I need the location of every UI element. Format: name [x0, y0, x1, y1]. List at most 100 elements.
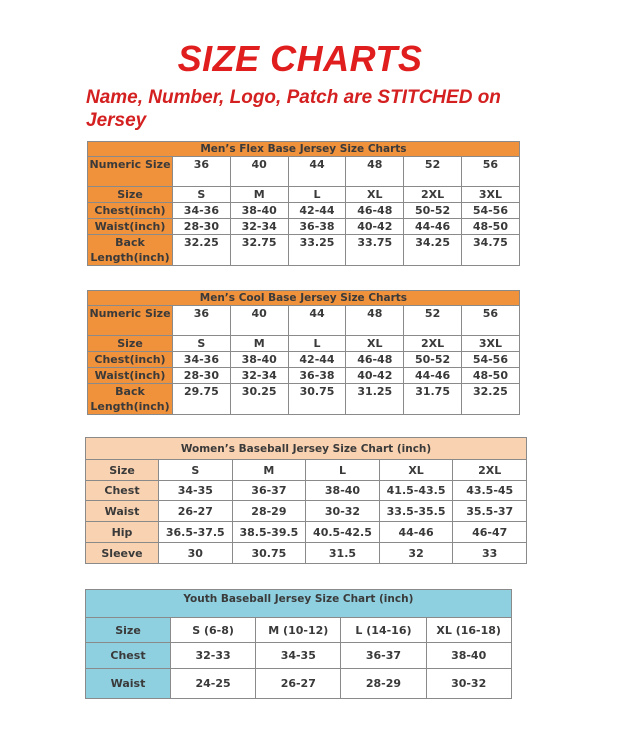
table-cell: 36-37	[340, 642, 427, 669]
table-cell: M	[229, 335, 289, 352]
table-cell: 28-30	[172, 367, 231, 384]
table-row: Numeric Size 36 40 44 48 52 56	[87, 305, 520, 336]
row-label: Waist	[85, 500, 159, 522]
row-label: Size	[87, 335, 173, 352]
table-cell: XL	[345, 186, 405, 203]
table-cell: S	[172, 186, 231, 203]
table-row: Waist(inch) 28-30 32-34 36-38 40-42 44-46 48-5…	[87, 367, 520, 384]
table-cell: 44-46	[378, 521, 454, 543]
table-cell: 34-36	[172, 351, 231, 368]
table-cell: 36	[172, 156, 231, 187]
table-row: Size S M L XL 2XL	[85, 459, 528, 481]
row-label: Numeric Size	[87, 156, 173, 187]
table-cell: 38.5-39.5	[231, 521, 307, 543]
mens-cool-base-table: Men’s Cool Base Jersey Size Charts Numeri…	[87, 290, 520, 415]
row-label: Sleeve	[85, 542, 159, 564]
table-cell: S	[158, 459, 233, 481]
table-cell: 44-46	[403, 367, 462, 384]
table-cell: 28-29	[231, 500, 307, 522]
table-cell: 52	[403, 156, 462, 187]
table-cell: 50-52	[403, 202, 462, 219]
table-cell: 2XL	[452, 459, 528, 481]
table-cell: 34.25	[403, 234, 462, 266]
table-cell: 40.5-42.5	[305, 521, 380, 543]
youth-baseball-table: Youth Baseball Jersey Size Chart (inch) S…	[85, 589, 512, 699]
row-label: Chest	[85, 480, 159, 501]
table-cell: 38-40	[229, 202, 289, 219]
table-cell: 30	[158, 542, 233, 564]
table-cell: 30-32	[305, 500, 380, 522]
table-cell: 36-38	[287, 218, 347, 235]
table-row: Waist 24-25 26-27 28-29 30-32	[85, 668, 512, 699]
table-cell: 38-40	[425, 642, 512, 669]
table-cell: 26-27	[158, 500, 233, 522]
table-cell: 32-34	[229, 367, 289, 384]
womens-baseball-table: Women’s Baseball Jersey Size Chart (inch…	[84, 437, 528, 564]
table-row: Back Length(inch) 29.75 30.25 30.75 31.25 31.…	[87, 383, 520, 415]
table-cell: 33.25	[287, 234, 347, 266]
table-row: Size S M L XL 2XL 3XL	[87, 186, 520, 203]
table-cell: 56	[460, 305, 520, 336]
table-cell: L	[287, 186, 347, 203]
table-cell: 38-40	[229, 351, 289, 368]
table-cell: S (6-8)	[169, 617, 257, 643]
table-cell: 52	[403, 305, 462, 336]
row-label: Back Length(inch)	[87, 234, 173, 266]
table-cell: 48-50	[460, 367, 520, 384]
table-cell: 31.25	[345, 383, 405, 415]
table-cell: 2XL	[403, 186, 462, 203]
table-cell: 36-38	[287, 367, 347, 384]
table-cell: 46-48	[345, 202, 405, 219]
table-cell: 42-44	[287, 202, 347, 219]
table-row: Size S M L XL 2XL 3XL	[87, 335, 520, 352]
row-label: Hip	[85, 521, 159, 543]
table-cell: 30.25	[229, 383, 289, 415]
table-row: Hip 36.5-37.5 38.5-39.5 40.5-42.5 44-46 46-47	[85, 521, 528, 543]
table-cell: 32-34	[229, 218, 289, 235]
table-cell: 36	[172, 305, 231, 336]
table-cell: 50-52	[403, 351, 462, 368]
table-title: Men’s Cool Base Jersey Size Charts	[87, 290, 520, 306]
table-cell: 40-42	[345, 367, 405, 384]
table-cell: 32	[378, 542, 454, 564]
table-cell: 46-48	[345, 351, 405, 368]
table-cell: M (10-12)	[255, 617, 342, 643]
table-row: Numeric Size 36 40 44 48 52 56	[87, 156, 520, 187]
row-label: Waist	[85, 668, 171, 699]
table-cell: 32.25	[460, 383, 520, 415]
table-cell: 26-27	[255, 668, 342, 699]
table-cell: 36.5-37.5	[158, 521, 233, 543]
table-cell: 34-35	[255, 642, 342, 669]
table-cell: XL	[378, 459, 454, 481]
row-label: Size	[87, 186, 173, 203]
table-cell: 48	[345, 305, 405, 336]
table-cell: 30.75	[231, 542, 307, 564]
table-row: Sleeve 30 30.75 31.5 32 33	[85, 542, 528, 564]
table-cell: 44	[287, 305, 347, 336]
table-row: Back Length(inch) 32.25 32.75 33.25 33.75 34.…	[87, 234, 520, 266]
table-cell: S	[172, 335, 231, 352]
table-cell: L	[287, 335, 347, 352]
table-cell: 48-50	[460, 218, 520, 235]
table-row: Chest 32-33 34-35 36-37 38-40	[85, 642, 512, 669]
page-title: SIZE CHARTS	[177, 38, 423, 79]
table-cell: 29.75	[172, 383, 231, 415]
table-row: Chest(inch) 34-36 38-40 42-44 46-48 50-52 54-5…	[87, 351, 520, 368]
table-cell: 40-42	[345, 218, 405, 235]
table-cell: 43.5-45	[452, 480, 528, 501]
table-title: Men’s Flex Base Jersey Size Charts	[87, 141, 520, 157]
row-label: Size	[85, 459, 159, 481]
table-cell: 33.75	[345, 234, 405, 266]
table-cell: 36-37	[231, 480, 307, 501]
table-cell: 32.75	[229, 234, 289, 266]
table-cell: 41.5-43.5	[378, 480, 454, 501]
table-title: Youth Baseball Jersey Size Chart (inch)	[85, 589, 512, 618]
table-row: Chest(inch) 34-36 38-40 42-44 46-48 50-52 54-5…	[87, 202, 520, 219]
row-label: Size	[85, 617, 171, 643]
table-cell: 34-36	[172, 202, 231, 219]
table-cell: L	[305, 459, 380, 481]
table-cell: 56	[460, 156, 520, 187]
table-cell: 24-25	[169, 668, 257, 699]
table-cell: XL (16-18)	[425, 617, 512, 643]
row-label: Back Length(inch)	[87, 383, 173, 415]
